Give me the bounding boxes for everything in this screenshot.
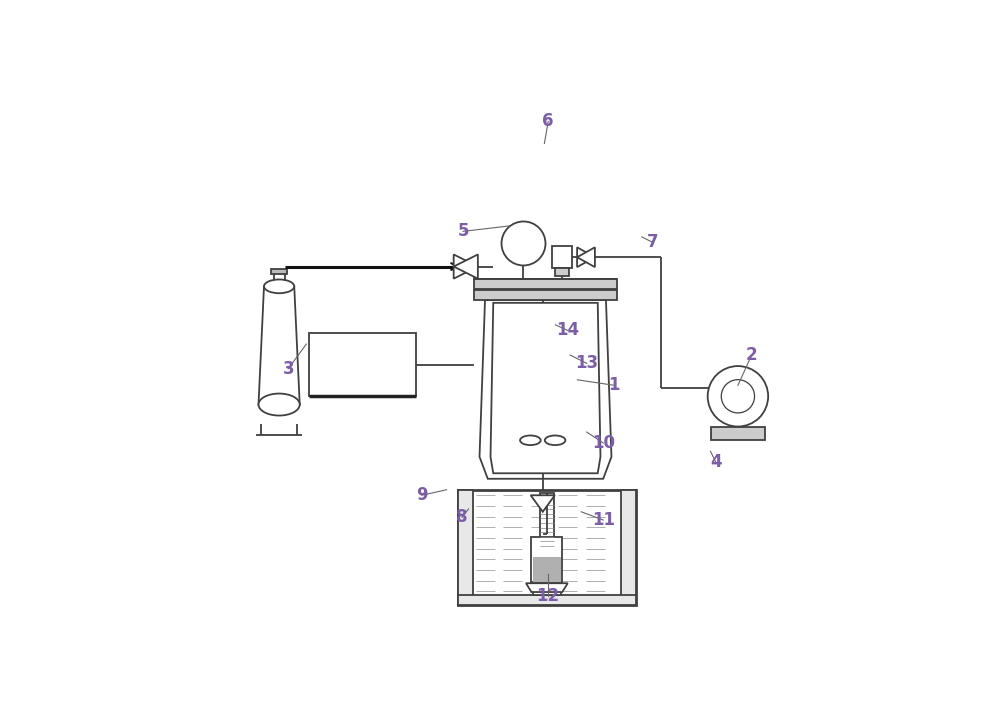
Bar xyxy=(271,269,287,273)
Bar xyxy=(309,333,416,396)
Circle shape xyxy=(625,589,632,597)
Circle shape xyxy=(461,519,469,527)
Circle shape xyxy=(502,221,545,266)
Ellipse shape xyxy=(264,279,294,293)
Circle shape xyxy=(461,589,469,597)
Text: 7: 7 xyxy=(647,233,659,251)
Circle shape xyxy=(625,496,632,503)
Circle shape xyxy=(625,554,632,562)
Text: 10: 10 xyxy=(592,434,615,452)
Text: 13: 13 xyxy=(575,354,598,372)
Bar xyxy=(274,273,285,286)
Bar xyxy=(458,595,636,605)
FancyBboxPatch shape xyxy=(310,343,339,366)
Bar xyxy=(531,537,562,582)
Circle shape xyxy=(342,378,350,386)
Text: 11: 11 xyxy=(592,511,615,529)
Polygon shape xyxy=(577,247,595,267)
Ellipse shape xyxy=(520,436,541,445)
Bar xyxy=(552,246,572,268)
Circle shape xyxy=(625,508,632,516)
Bar xyxy=(533,557,561,582)
Bar xyxy=(711,426,765,441)
Ellipse shape xyxy=(259,393,300,416)
Polygon shape xyxy=(259,286,300,405)
Text: 6: 6 xyxy=(542,112,554,131)
Bar xyxy=(474,290,617,300)
Polygon shape xyxy=(454,254,478,278)
Text: 9: 9 xyxy=(416,486,428,504)
Polygon shape xyxy=(454,254,478,278)
Circle shape xyxy=(461,543,469,550)
Text: P: P xyxy=(519,237,528,250)
Polygon shape xyxy=(577,247,595,267)
Bar xyxy=(540,493,554,548)
Polygon shape xyxy=(480,300,611,479)
Polygon shape xyxy=(531,496,555,512)
Text: 2: 2 xyxy=(746,346,757,364)
Bar xyxy=(555,268,569,276)
Bar xyxy=(458,490,636,605)
FancyBboxPatch shape xyxy=(344,343,373,366)
Text: 5: 5 xyxy=(457,222,469,241)
Circle shape xyxy=(625,566,632,573)
Circle shape xyxy=(461,578,469,585)
Circle shape xyxy=(625,578,632,585)
Text: 14: 14 xyxy=(556,321,579,339)
Bar xyxy=(621,490,636,605)
Text: 8: 8 xyxy=(456,508,468,526)
Text: 3: 3 xyxy=(282,360,294,378)
Circle shape xyxy=(708,366,768,426)
Circle shape xyxy=(625,543,632,550)
Bar xyxy=(395,351,411,365)
Circle shape xyxy=(625,519,632,527)
Text: 1: 1 xyxy=(608,376,620,394)
Polygon shape xyxy=(491,303,600,473)
Bar xyxy=(458,490,473,605)
Text: 4: 4 xyxy=(710,453,722,471)
Circle shape xyxy=(625,531,632,538)
Polygon shape xyxy=(526,583,568,592)
Circle shape xyxy=(461,566,469,573)
Circle shape xyxy=(721,380,755,413)
Circle shape xyxy=(319,378,327,386)
Circle shape xyxy=(365,378,373,386)
Bar xyxy=(474,279,617,289)
Bar xyxy=(533,589,561,595)
Circle shape xyxy=(461,508,469,516)
Ellipse shape xyxy=(545,436,565,445)
Circle shape xyxy=(461,531,469,538)
Circle shape xyxy=(461,496,469,503)
FancyBboxPatch shape xyxy=(378,343,407,366)
Text: 12: 12 xyxy=(537,587,560,605)
Circle shape xyxy=(461,554,469,562)
